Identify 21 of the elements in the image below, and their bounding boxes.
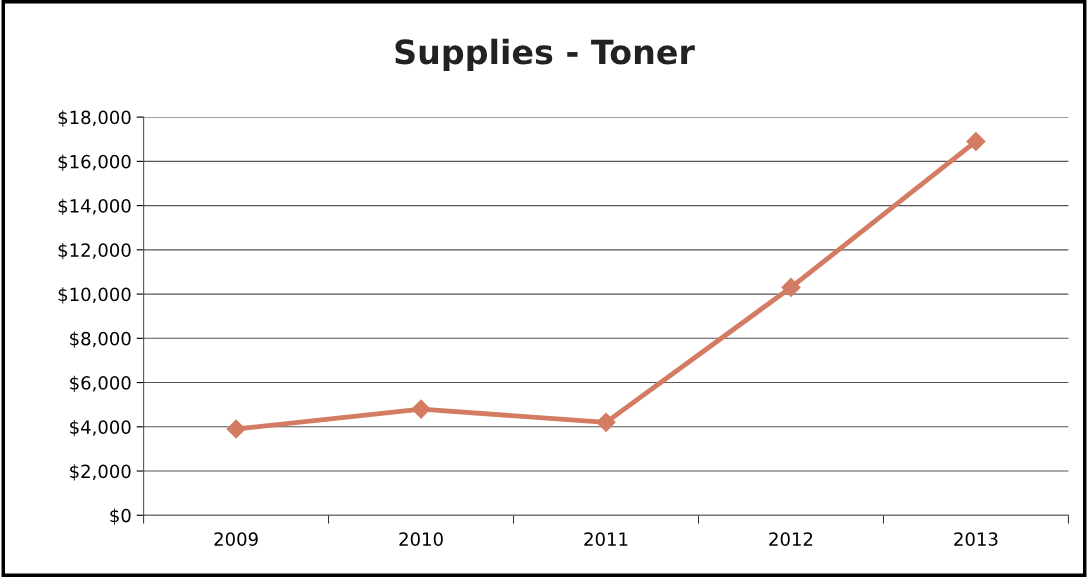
- y-tick-label: $16,000: [58, 154, 131, 171]
- y-tick-label: $10,000: [58, 287, 131, 304]
- y-tick-label: $4,000: [70, 419, 131, 437]
- point: [226, 419, 246, 439]
- chart-title: Supplies - Toner: [395, 38, 695, 71]
- y-tick-label: $18,000: [58, 110, 131, 127]
- y-tick-label: $14,000: [58, 198, 131, 216]
- y-tick-label: $8,000: [70, 331, 131, 348]
- point: [966, 131, 986, 151]
- y-tick-label: $12,000: [58, 242, 131, 260]
- x-tick-label: 2012: [769, 532, 813, 546]
- x-tick-label: 2009: [214, 532, 258, 546]
- point: [596, 412, 616, 432]
- x-tick-label: 2013: [954, 532, 998, 546]
- x-tick-label: 2010: [399, 532, 443, 546]
- y-tick-label: $0: [110, 508, 131, 525]
- x-tick-label: 2011: [584, 532, 628, 546]
- point: [781, 277, 801, 297]
- y-tick-label: $2,000: [70, 464, 131, 481]
- y-tick-label: $6,000: [70, 375, 131, 393]
- point: [411, 399, 431, 419]
